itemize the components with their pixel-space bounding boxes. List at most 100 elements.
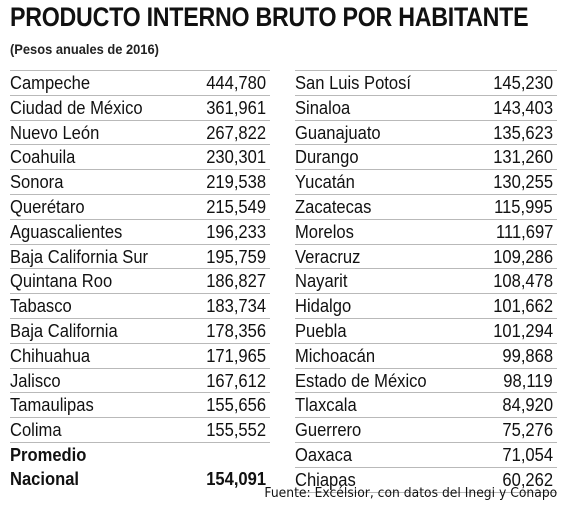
gdp-value: 131,260 (493, 147, 553, 168)
table-row: Tlaxcala 84,920 (295, 393, 557, 419)
state-name: Tamaulipas (10, 395, 94, 416)
state-name: Aguascalientes (10, 221, 123, 242)
gdp-value: 101,662 (493, 296, 553, 317)
table-row: Guerrero 75,276 (295, 418, 557, 443)
gdp-value: 75,276 (502, 420, 553, 441)
table-row: Colima 155,552 (10, 418, 270, 443)
state-name: Ciudad de México (10, 97, 143, 118)
table-row: Estado de México 98,119 (295, 369, 557, 394)
page-title: PRODUCTO INTERNO BRUTO POR HABITANTE (10, 2, 529, 32)
right-table: San Luis Potosí 145,230 Sinaloa 143,403 Guan… (295, 70, 557, 493)
state-name: Guerrero (295, 420, 362, 441)
state-name: Baja California (10, 320, 118, 341)
gdp-value: 101,294 (493, 320, 553, 341)
gdp-value: 98,119 (503, 370, 553, 391)
state-name: Zacatecas (295, 196, 372, 217)
state-name: Chiapas (295, 469, 356, 490)
gdp-value: 111,697 (495, 221, 553, 242)
state-name: Coahuila (10, 147, 76, 168)
state-name: Oaxaca (295, 444, 353, 465)
state-name: Veracruz (295, 246, 361, 267)
state-name: Michoacán (295, 345, 376, 366)
gdp-value: 178,356 (206, 320, 266, 341)
gdp-value: 183,734 (206, 296, 266, 317)
source-note: Fuente: Excélsior, con datos del Inegi y… (264, 486, 557, 501)
gdp-value: 155,656 (206, 395, 266, 416)
state-name: Nayarit (295, 271, 348, 292)
table-row: Yucatán 130,255 (295, 170, 557, 195)
table-row: Hidalgo 101,662 (295, 294, 557, 319)
national-average: Promedio Nacional 154,091 (10, 443, 270, 490)
table-row: Tabasco 183,734 (10, 294, 270, 319)
table-row: Tamaulipas 155,656 (10, 393, 270, 419)
average-label-line1: Promedio (10, 444, 87, 465)
gdp-value: 115,995 (494, 196, 553, 217)
gdp-value: 135,623 (493, 122, 553, 143)
gdp-value: 196,233 (206, 221, 266, 242)
average-value: 154,091 (206, 468, 266, 489)
state-name: Durango (295, 147, 359, 168)
gdp-value: 171,965 (206, 345, 266, 366)
table-row: Nuevo León 267,822 (10, 121, 270, 146)
gdp-value: 186,827 (206, 271, 266, 292)
table-row: Michoacán 99,868 (295, 344, 557, 369)
table-row: Chiapas 60,262 (295, 468, 557, 493)
table-row: Coahuila 230,301 (10, 145, 270, 171)
state-name: Colima (10, 420, 62, 441)
state-name: Yucatán (295, 172, 355, 193)
gdp-value: 230,301 (206, 147, 266, 168)
state-name: Estado de México (295, 370, 427, 391)
state-name: Morelos (295, 221, 354, 242)
left-table: Campeche 444,780 Ciudad de México 361,961 Nu… (10, 70, 270, 490)
gdp-value: 84,920 (502, 395, 553, 416)
table-row: Oaxaca 71,054 (295, 443, 557, 468)
table-row: Querétaro 215,549 (10, 195, 270, 220)
gdp-value: 145,230 (493, 73, 553, 93)
gdp-value: 71,054 (502, 444, 553, 465)
state-name: San Luis Potosí (295, 73, 412, 93)
gdp-value: 219,538 (206, 172, 266, 193)
gdp-value: 108,478 (493, 271, 553, 292)
state-name: Nuevo León (10, 122, 100, 143)
gdp-value: 109,286 (493, 246, 553, 267)
table-row: San Luis Potosí 145,230 (295, 70, 557, 96)
gdp-value: 444,780 (206, 73, 266, 93)
gdp-value: 267,822 (206, 122, 266, 143)
table-row: Puebla 101,294 (295, 319, 557, 344)
state-name: Quintana Roo (10, 271, 113, 292)
right-rows: San Luis Potosí 145,230 Sinaloa 143,403 Guan… (295, 70, 557, 493)
state-name: Sinaloa (295, 97, 351, 118)
table-row: Quintana Roo 186,827 (10, 269, 270, 295)
left-rows: Campeche 444,780 Ciudad de México 361,961 Nu… (10, 70, 270, 443)
table-row: Veracruz 109,286 (295, 245, 557, 270)
gdp-value: 195,759 (206, 246, 266, 267)
state-name: Sonora (10, 172, 64, 193)
gdp-value: 361,961 (206, 97, 266, 118)
table-row: Ciudad de México 361,961 (10, 96, 270, 121)
table-row: Zacatecas 115,995 (295, 195, 557, 220)
state-name: Guanajuato (295, 122, 381, 143)
state-name: Campeche (10, 73, 91, 93)
gdp-value: 130,255 (493, 172, 553, 193)
table-row: Aguascalientes 196,233 (10, 220, 270, 245)
table-row: Chihuahua 171,965 (10, 344, 270, 369)
table-row: Baja California Sur 195,759 (10, 245, 270, 270)
state-name: Tabasco (10, 296, 72, 317)
state-name: Baja California Sur (10, 246, 149, 267)
gdp-value: 215,549 (206, 196, 266, 217)
gdp-value: 99,868 (502, 345, 553, 366)
table-row: Sonora 219,538 (10, 170, 270, 195)
table-row: Sinaloa 143,403 (295, 96, 557, 121)
table-row: Guanajuato 135,623 (295, 121, 557, 146)
page-subtitle: (Pesos anuales de 2016) (10, 41, 159, 57)
state-name: Puebla (295, 320, 347, 341)
table-row: Jalisco 167,612 (10, 369, 270, 394)
gdp-value: 60,262 (502, 469, 553, 490)
state-name: Chihuahua (10, 345, 91, 366)
gdp-value: 167,612 (206, 370, 266, 391)
table-row: Nayarit 108,478 (295, 269, 557, 295)
state-name: Querétaro (10, 196, 85, 217)
table-row: Morelos 111,697 (295, 220, 557, 245)
table-row: Campeche 444,780 (10, 70, 270, 96)
state-name: Jalisco (10, 370, 61, 391)
